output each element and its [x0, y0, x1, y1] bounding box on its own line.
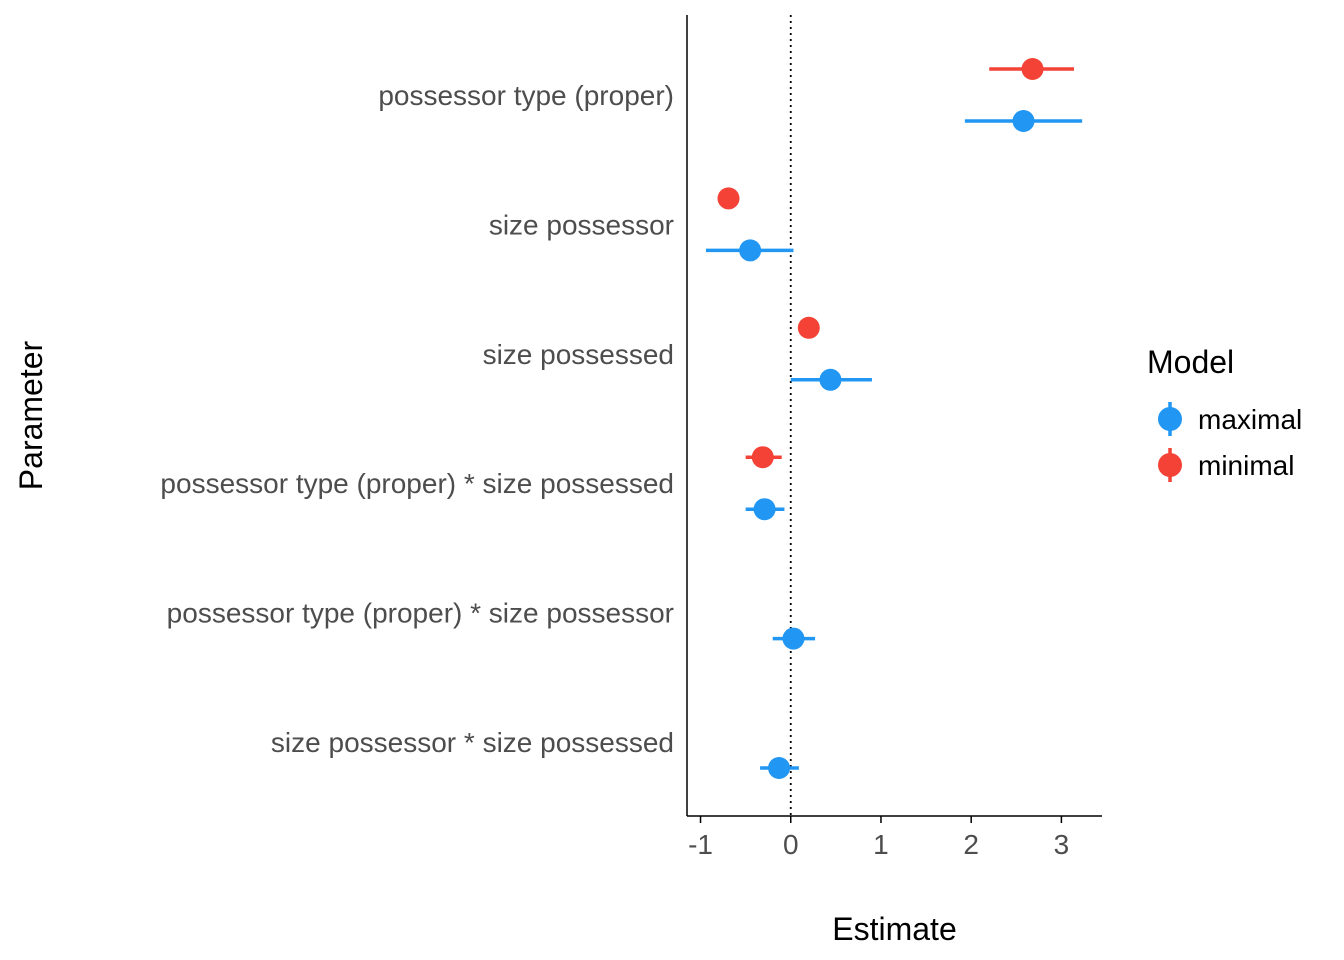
x-ticks: -1 0 1 2 3 [688, 816, 1069, 860]
x-axis-title: Estimate [832, 911, 956, 947]
maximal-estimate-point [739, 239, 762, 262]
minimal-estimate-point [751, 446, 774, 469]
legend: Model maximal minimal [1147, 344, 1302, 482]
x-tick-label: 2 [963, 829, 979, 860]
y-tick-label: size possessor * size possessed [271, 727, 674, 758]
legend-key-minimal [1158, 453, 1182, 477]
maximal-estimate-point [1012, 110, 1035, 132]
y-tick-labels: possessor type (proper) size possessor siz… [160, 80, 674, 758]
x-tick-label: 3 [1054, 829, 1070, 860]
legend-key-maximal [1158, 407, 1182, 431]
minimal-estimate-point [797, 316, 820, 339]
y-axis-title: Parameter [13, 340, 49, 490]
maximal-estimate-point [819, 368, 842, 391]
y-tick-label: possessor type (proper) * size possessed [160, 468, 674, 499]
x-tick-label: 1 [873, 829, 889, 860]
y-tick-label: size possessor [489, 209, 674, 240]
maximal-estimate-point [782, 627, 805, 650]
legend-label-maximal: maximal [1198, 404, 1302, 435]
data-marks [705, 58, 1083, 779]
y-tick-label: size possessed [483, 339, 674, 370]
minimal-estimate-point [717, 187, 740, 210]
minimal-estimate-point [1021, 58, 1044, 80]
legend-items: maximal minimal [1158, 402, 1302, 482]
maximal-estimate-point [753, 498, 776, 521]
y-tick-label: possessor type (proper) * size possessor [167, 598, 674, 629]
y-tick-label: possessor type (proper) [378, 80, 674, 111]
x-tick-label: -1 [688, 829, 713, 860]
legend-label-minimal: minimal [1198, 450, 1294, 481]
maximal-estimate-point [768, 757, 791, 779]
legend-title: Model [1147, 344, 1234, 380]
x-tick-label: 0 [783, 829, 799, 860]
